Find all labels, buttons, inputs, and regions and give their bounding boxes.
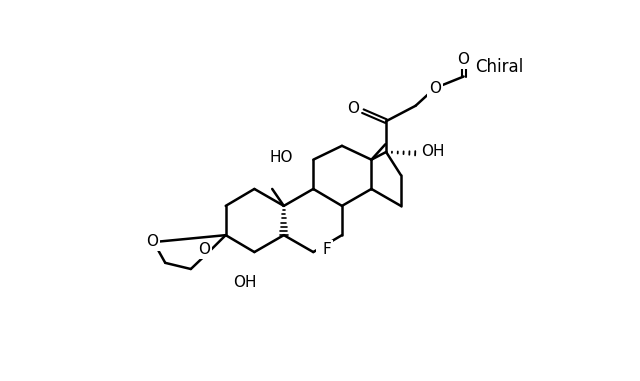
Text: OH: OH [421,144,444,160]
Text: O: O [429,80,441,96]
Text: O: O [146,234,158,249]
Text: HO: HO [269,150,293,165]
Text: F: F [322,242,331,257]
Text: O: O [198,242,210,257]
Text: O: O [347,101,359,116]
Text: OH: OH [234,275,257,290]
Text: F: F [318,240,327,255]
Text: O: O [458,52,470,67]
Text: Chiral: Chiral [476,58,524,75]
